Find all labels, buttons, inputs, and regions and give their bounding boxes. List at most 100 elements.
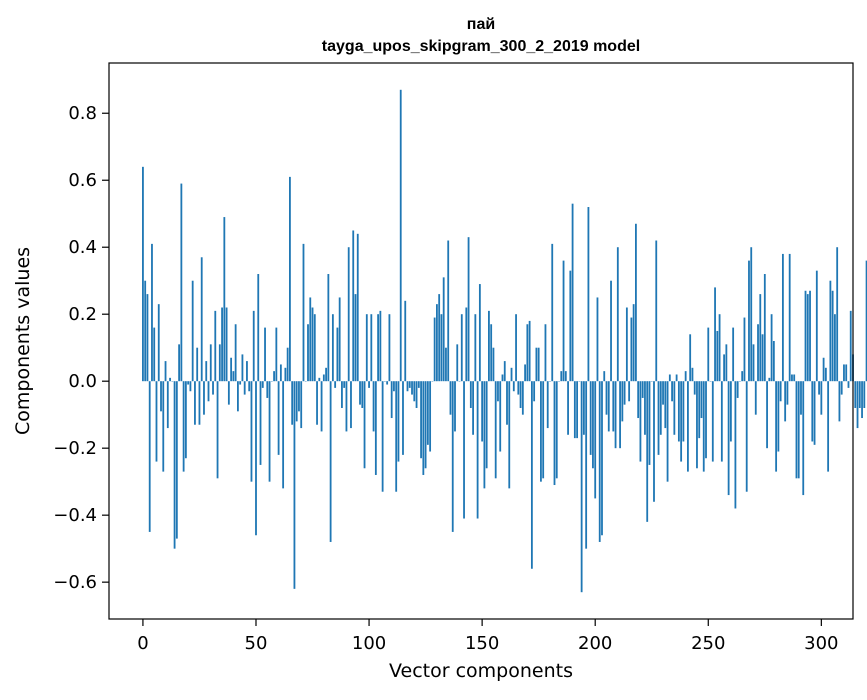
bar-68 (296, 381, 298, 421)
bar-20 (187, 381, 189, 384)
bar-315 (854, 381, 856, 408)
bar-203 (601, 381, 603, 535)
bar-137 (452, 381, 454, 532)
bar-220 (640, 381, 642, 461)
bar-308 (839, 381, 841, 421)
bar-299 (818, 381, 820, 394)
bar-6 (156, 381, 158, 461)
bar-260 (730, 381, 732, 441)
bars-group (142, 90, 867, 592)
bar-102 (373, 381, 375, 431)
bar-206 (608, 381, 610, 431)
bar-69 (298, 381, 300, 411)
bar-104 (377, 314, 379, 381)
bar-21 (190, 381, 192, 391)
bar-35 (221, 308, 223, 382)
bar-16 (178, 344, 180, 381)
bar-189 (569, 271, 571, 382)
bar-155 (493, 348, 495, 381)
bar-147 (474, 314, 476, 381)
bar-268 (748, 261, 750, 382)
bar-221 (642, 381, 644, 398)
bar-83 (330, 381, 332, 542)
bar-17 (180, 184, 182, 382)
bar-284 (784, 381, 786, 421)
chart-title-line2: tayga_upos_skipgram_300_2_2019 model (322, 38, 640, 55)
bar-300 (820, 381, 822, 414)
bar-256 (721, 381, 723, 461)
y-axis-ticks: −0.6−0.4−0.20.00.20.40.60.8 (53, 103, 109, 593)
bar-311 (845, 364, 847, 381)
bar-202 (599, 381, 601, 542)
bar-92 (350, 381, 352, 428)
bar-142 (463, 381, 465, 518)
bar-156 (495, 381, 497, 478)
bar-153 (488, 311, 490, 381)
bar-75 (312, 308, 314, 382)
bar-131 (438, 294, 440, 381)
bar-179 (547, 381, 549, 428)
bar-106 (382, 381, 384, 492)
bar-291 (800, 381, 802, 414)
bar-164 (513, 381, 515, 391)
bar-261 (732, 328, 734, 382)
bar-237 (678, 381, 680, 441)
bar-157 (497, 381, 499, 401)
bar-91 (348, 247, 350, 381)
bar-60 (278, 381, 280, 455)
bar-274 (762, 334, 764, 381)
bar-258 (725, 344, 727, 381)
bar-5 (153, 328, 155, 382)
bar-270 (753, 344, 755, 381)
bar-276 (766, 381, 768, 448)
bar-132 (441, 314, 443, 381)
bar-96 (359, 381, 361, 404)
bar-313 (850, 311, 852, 381)
bar-3 (149, 381, 151, 532)
bar-84 (332, 314, 334, 381)
bar-209 (615, 381, 617, 448)
bar-163 (511, 368, 513, 381)
bar-23 (194, 381, 196, 425)
bar-41 (235, 324, 237, 381)
bar-118 (409, 381, 411, 388)
bar-97 (361, 381, 363, 408)
bar-44 (242, 354, 244, 381)
bar-50 (255, 381, 257, 535)
bar-129 (434, 318, 436, 382)
bar-231 (664, 381, 666, 428)
bar-162 (508, 381, 510, 488)
bar-100 (368, 381, 370, 388)
bar-158 (499, 381, 501, 451)
bar-112 (395, 381, 397, 492)
bar-296 (811, 381, 813, 441)
bar-186 (563, 261, 565, 382)
bar-54 (264, 328, 266, 382)
bar-45 (244, 381, 246, 394)
bar-254 (716, 331, 718, 381)
x-tick-label-6: 300 (804, 633, 838, 654)
bar-143 (465, 308, 467, 382)
bar-101 (370, 314, 372, 381)
bar-281 (777, 381, 779, 451)
bar-175 (538, 348, 540, 381)
bar-55 (266, 381, 268, 398)
bar-293 (805, 291, 807, 381)
bar-115 (402, 381, 404, 455)
bar-194 (581, 381, 583, 592)
bar-216 (630, 318, 632, 382)
bar-116 (404, 301, 406, 381)
bar-150 (481, 381, 483, 441)
bar-12 (169, 378, 171, 381)
bar-195 (583, 381, 585, 435)
bar-290 (798, 381, 800, 478)
bar-187 (565, 371, 567, 381)
bar-8 (160, 381, 162, 411)
y-tick-label-7: 0.8 (68, 103, 97, 124)
bar-89 (343, 381, 345, 388)
bar-288 (793, 374, 795, 381)
bar-298 (816, 271, 818, 382)
bar-178 (545, 324, 547, 381)
bar-267 (746, 381, 748, 492)
bar-42 (237, 381, 239, 411)
